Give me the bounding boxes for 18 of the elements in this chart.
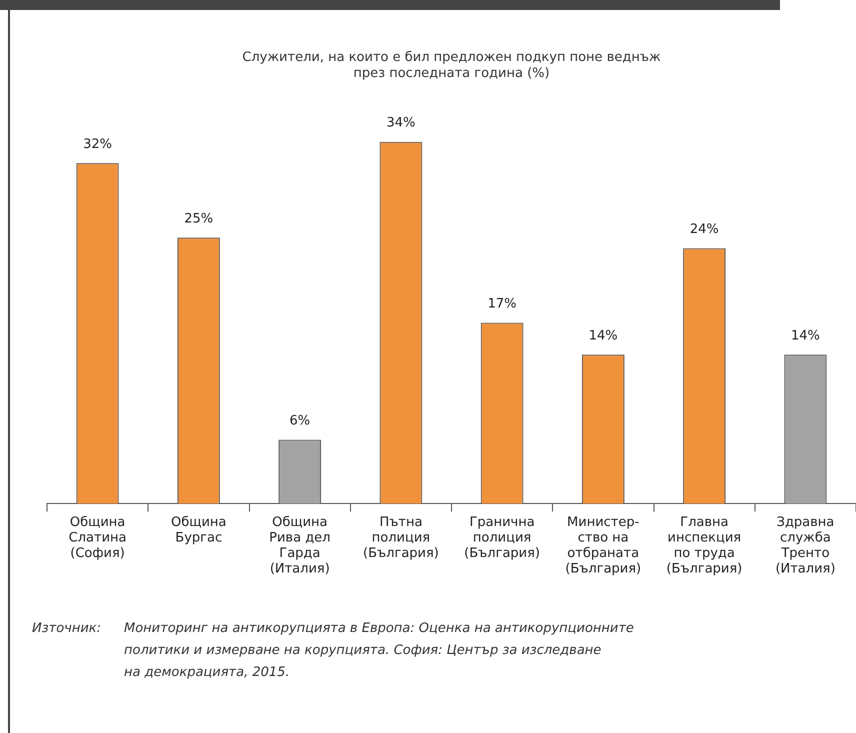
x-tick-label: Пътна полиция (България) (363, 514, 439, 561)
data-label: 24% (690, 222, 719, 238)
data-label: 14% (588, 328, 618, 344)
data-label: 34% (386, 116, 416, 131)
x-tick-label: Министер- ство на отбраната (България) (565, 514, 642, 577)
x-tick-label: Община Бургас (170, 514, 226, 546)
data-label: 17% (488, 296, 517, 312)
x-tick-label: Община Рива дел Гарда (Италия) (269, 514, 330, 577)
x-tick-label: Главна инспекция по труда (България) (666, 514, 742, 577)
data-label: 25% (184, 211, 214, 226)
text: Източник: Мониторинг на антикорупцията в Европа: Оценка на антикорупционните политики и измерване на корупцията. София: Център за изследване на демокрацията, 2015. (32, 621, 634, 680)
x-tick-label: Община Слатина (София) (68, 514, 126, 561)
x-tick-label: Здравна служба Тренто (Италия) (775, 514, 836, 577)
data-label: 14% (790, 328, 820, 344)
data-label: 32% (83, 136, 112, 152)
x-tick-label: Гранична полиция (България) (464, 514, 540, 561)
data-label: 6% (290, 414, 310, 429)
chart-title: Служители, на които е бил предложен подкуп поне веднъж през последната година (%) (242, 50, 662, 81)
